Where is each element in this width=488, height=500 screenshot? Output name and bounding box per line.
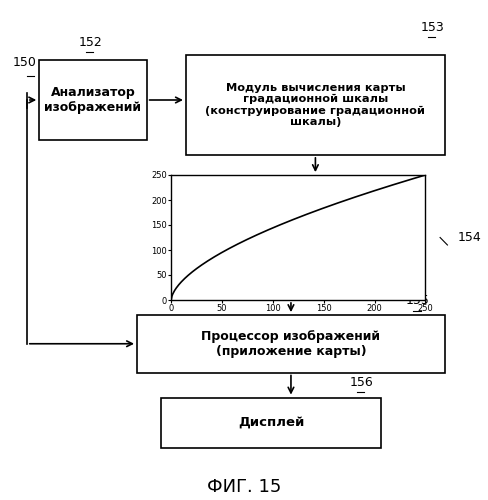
Bar bbox=[137, 315, 444, 372]
Text: Модуль вычисления карты
градационной шкалы
(конструирование градационной
шкалы): Модуль вычисления карты градационной шка… bbox=[205, 82, 425, 128]
Bar bbox=[39, 60, 146, 140]
Text: 153: 153 bbox=[420, 21, 444, 34]
Text: Анализатор
изображений: Анализатор изображений bbox=[44, 86, 141, 114]
Text: Процессор изображений
(приложение карты): Процессор изображений (приложение карты) bbox=[201, 330, 380, 358]
Bar bbox=[161, 398, 381, 448]
Text: ФИГ. 15: ФИГ. 15 bbox=[207, 478, 281, 496]
Text: 154: 154 bbox=[456, 231, 480, 244]
Text: 150: 150 bbox=[12, 56, 36, 69]
Text: 155: 155 bbox=[406, 294, 429, 308]
Text: Дисплей: Дисплей bbox=[238, 416, 304, 429]
Text: 156: 156 bbox=[349, 376, 373, 389]
Text: 152: 152 bbox=[79, 36, 102, 49]
Bar bbox=[185, 55, 444, 155]
